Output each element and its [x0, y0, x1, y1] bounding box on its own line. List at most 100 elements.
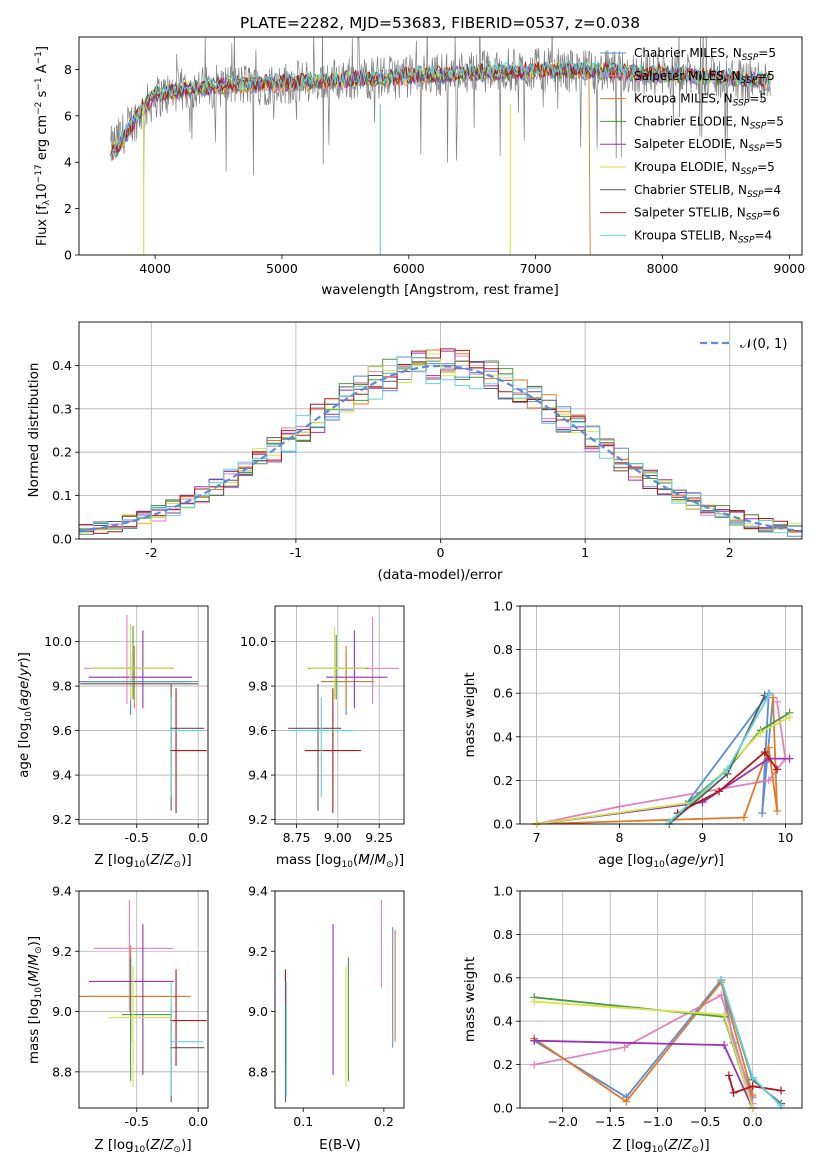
- label-part: Z: [163, 1137, 174, 1153]
- x-tick-label: 9.00: [324, 830, 352, 845]
- figure-title: PLATE=2282, MJD=53683, FIBERID=0537, z=0…: [240, 14, 640, 32]
- x-tick-label: 6000: [393, 261, 425, 276]
- weight-marker: [758, 809, 767, 818]
- label-part: Salpeter MILES, N: [634, 69, 741, 83]
- label-part: SSP: [746, 213, 763, 223]
- model-spectrum-line: [110, 60, 771, 156]
- axes-frame: [274, 605, 405, 825]
- y-tick-label: 9.8: [52, 679, 72, 694]
- label-part: SSP: [733, 99, 750, 109]
- x-tick-label: 0: [437, 545, 445, 560]
- label-part: SSP: [738, 235, 755, 245]
- label-part: =5: [757, 69, 775, 83]
- label-part: )]: [713, 852, 724, 868]
- weight_vs_age-ylabel: mass weight: [462, 672, 478, 757]
- x-tick-label: −0.5: [690, 1114, 720, 1129]
- label-part: /: [678, 1137, 683, 1153]
- label-part: 10: [134, 1145, 146, 1155]
- age_vs_Z-xlabel: Z [log10(Z/Z⊙)]: [94, 852, 191, 870]
- y-tick-label: 0.4: [52, 358, 72, 373]
- x-tick-label: 2: [726, 545, 734, 560]
- label-part: A: [35, 64, 50, 77]
- spectrum-ylabel: Flux [fλ10−17 erg cm−2 s−1 A−1]: [34, 46, 52, 246]
- label-part: ⊙: [174, 860, 182, 870]
- mass_vs_ebv-axes: 0.1 0.2 8.8 9.0 9.2 9.4: [248, 884, 394, 1130]
- label-part: λ: [42, 199, 52, 205]
- legend-entry: Kroupa STELIB, NSSP=4: [634, 228, 772, 245]
- weight-line: [728, 1075, 782, 1094]
- label-part: SSP: [747, 190, 764, 200]
- label-part: =4: [764, 183, 782, 197]
- label-part: −1: [34, 77, 44, 90]
- weight-marker: [622, 1097, 631, 1106]
- weight-marker: [764, 691, 773, 700]
- label-part: −17: [34, 164, 44, 183]
- normal-reference-curve: [79, 364, 802, 533]
- label-part: SSP: [742, 53, 759, 63]
- label-part: mass [log: [26, 999, 42, 1065]
- label-part: =4: [754, 228, 772, 242]
- weight-line: [536, 757, 790, 824]
- label-part: )]: [181, 852, 192, 868]
- label-part: 10: [653, 860, 665, 870]
- spectrum-xlabel: wavelength [Angstrom, rest frame]: [321, 282, 559, 298]
- y-tick-label: 9.0: [52, 1004, 72, 1019]
- label-part: ⊙: [174, 1145, 182, 1155]
- weight-marker: [729, 1088, 738, 1097]
- x-tick-label: −1.0: [642, 1114, 672, 1129]
- weight-line: [536, 697, 778, 824]
- weight-marker: [773, 697, 782, 706]
- x-tick-label: 8.75: [283, 830, 311, 845]
- y-tick-label: 0.6: [493, 970, 513, 985]
- label-part: s: [35, 90, 50, 101]
- label-part: yr: [699, 852, 715, 868]
- axes-frame: [519, 605, 803, 825]
- label-part: =5: [765, 137, 783, 151]
- label-part: =5: [766, 114, 784, 128]
- x-tick-label: 9: [698, 830, 706, 845]
- label-part: Z: [149, 1137, 160, 1153]
- y-tick-label: 0.0: [493, 1101, 513, 1116]
- mass_vs_Z-ylabel: mass [log10(M/M⊙)]: [26, 936, 44, 1064]
- y-tick-label: 10.0: [44, 634, 72, 649]
- x-tick-label: 7000: [520, 261, 552, 276]
- label-part: ⊙: [386, 860, 394, 870]
- label-part: 10: [134, 860, 146, 870]
- x-tick-label: 0.0: [188, 830, 208, 845]
- mass_vs_Z-axes: -0.5 0.0 8.8 9.0 9.2 9.4: [52, 884, 208, 1130]
- legend-entry: Salpeter STELIB, NSSP=6: [634, 206, 780, 223]
- label-part: −2: [34, 102, 44, 115]
- axes-frame: [78, 321, 803, 540]
- label-part: SSP: [741, 76, 758, 86]
- label-part: Z [log: [94, 852, 133, 868]
- label-part: M: [26, 954, 42, 966]
- legend-entry: Kroupa MILES, NSSP=5: [634, 92, 767, 109]
- x-tick-label: 0.0: [743, 1114, 763, 1129]
- y-tick-label: 9.6: [248, 723, 268, 738]
- label-part: SSP: [750, 121, 767, 131]
- y-tick-label: 0.0: [52, 532, 72, 547]
- weight-marker: [748, 1073, 757, 1082]
- label-part: /: [160, 852, 165, 868]
- residual-histogram: [79, 360, 802, 533]
- y-tick-label: 0.2: [493, 773, 513, 788]
- label-part: erg cm: [35, 115, 50, 164]
- residual-histogram: [79, 356, 802, 534]
- y-tick-label: 9.2: [248, 812, 268, 827]
- x-tick-label: -2: [145, 545, 157, 560]
- x-tick-label: 10: [777, 830, 793, 845]
- label-part: Z: [149, 852, 160, 868]
- y-tick-label: 8.8: [52, 1064, 72, 1079]
- label-part: =5: [758, 46, 776, 60]
- label-part: Kroupa ELODIE, N: [634, 160, 741, 174]
- label-part: Z: [681, 1137, 692, 1153]
- weight-marker: [717, 991, 726, 1000]
- weight-marker: [777, 1101, 786, 1110]
- label-part: Chabrier ELODIE, N: [634, 114, 750, 128]
- x-tick-label: 0.0: [188, 1114, 208, 1129]
- x-tick-label: 9000: [773, 261, 805, 276]
- age_vs_Z-ylabel: age [log10(age/yr)]: [16, 652, 34, 778]
- label-part: Chabrier STELIB, N: [634, 183, 747, 197]
- label-part: 10: [34, 987, 44, 999]
